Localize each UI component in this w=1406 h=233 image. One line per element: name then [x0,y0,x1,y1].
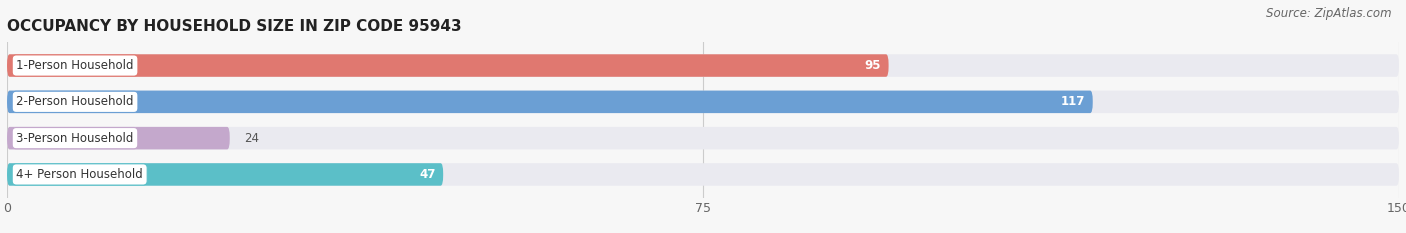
Text: 95: 95 [865,59,882,72]
FancyBboxPatch shape [7,163,443,186]
FancyBboxPatch shape [7,91,1399,113]
Text: 4+ Person Household: 4+ Person Household [17,168,143,181]
Text: 1-Person Household: 1-Person Household [17,59,134,72]
FancyBboxPatch shape [7,127,1399,149]
FancyBboxPatch shape [7,127,229,149]
Text: 2-Person Household: 2-Person Household [17,95,134,108]
FancyBboxPatch shape [7,54,1399,77]
Text: 3-Person Household: 3-Person Household [17,132,134,145]
Text: 117: 117 [1062,95,1085,108]
FancyBboxPatch shape [7,163,1399,186]
Text: Source: ZipAtlas.com: Source: ZipAtlas.com [1267,7,1392,20]
Text: 47: 47 [419,168,436,181]
FancyBboxPatch shape [7,54,889,77]
Text: OCCUPANCY BY HOUSEHOLD SIZE IN ZIP CODE 95943: OCCUPANCY BY HOUSEHOLD SIZE IN ZIP CODE … [7,19,461,34]
FancyBboxPatch shape [7,91,1092,113]
Text: 24: 24 [243,132,259,145]
